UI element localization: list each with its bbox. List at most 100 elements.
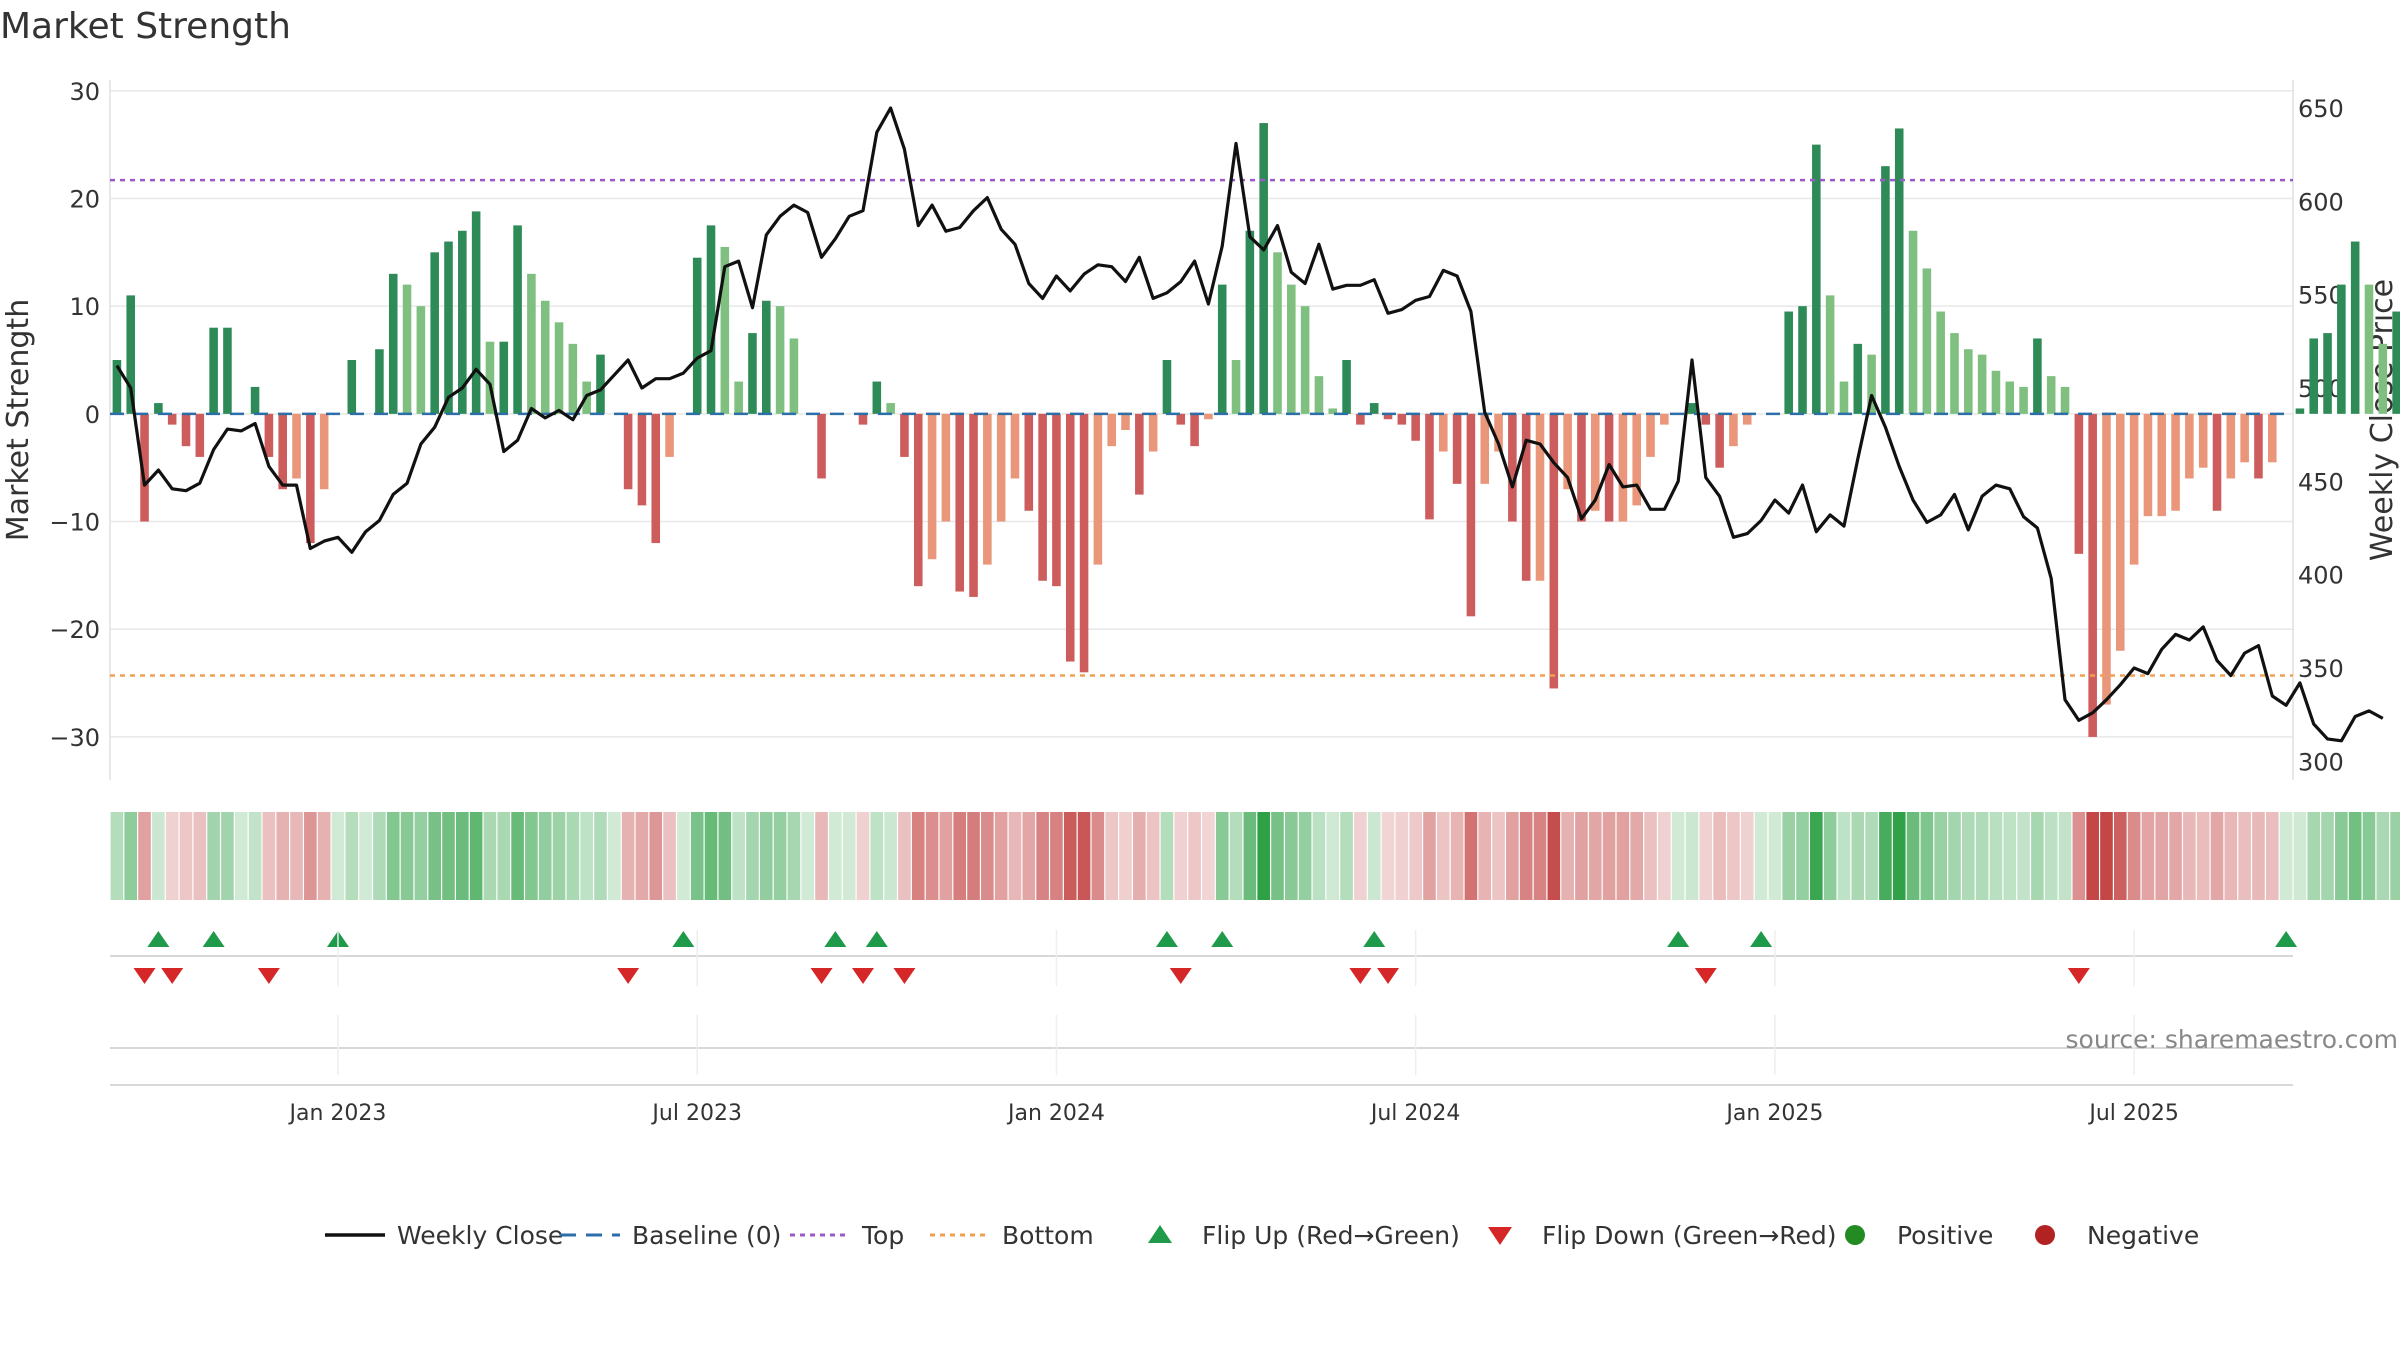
heat-strip-cell [1879, 812, 1892, 900]
legend-dot-icon [2035, 1225, 2055, 1245]
strength-bar [623, 413, 633, 490]
strength-bar [1646, 413, 1655, 457]
x-tick-label: Jul 2023 [650, 1101, 742, 1126]
source-credit: source: sharemaestro.com [2066, 1025, 2399, 1054]
strength-bar [568, 343, 578, 414]
strength-bar [1300, 306, 1310, 414]
left-y-tick-label: 20 [69, 185, 100, 213]
reference-lines [110, 178, 2293, 677]
heat-strip-cell [2265, 812, 2279, 900]
right-y-tick-label: 400 [2298, 562, 2344, 590]
heat-strip-cell [1906, 812, 1920, 900]
heat-strip-cell [2362, 812, 2376, 900]
heat-strip-cell [1036, 812, 1049, 900]
strength-bar [112, 360, 122, 414]
strength-bar [2295, 408, 2305, 414]
flip-down-marker [810, 968, 833, 984]
heat-strip-cell [248, 812, 262, 900]
strength-bar [1093, 413, 1103, 565]
strength-bar [596, 354, 605, 414]
strength-bar [209, 327, 218, 414]
heat-strip-cell [511, 812, 524, 900]
strength-bar [195, 413, 205, 457]
heat-strip-cell [304, 812, 317, 900]
legend-label: Top [861, 1221, 904, 1250]
heat-strip-cell [2031, 812, 2044, 900]
flip-down-marker [2067, 968, 2090, 984]
strength-bar [458, 230, 467, 414]
heat-strip-cell [1533, 812, 1547, 900]
heat-strip-cell [2196, 812, 2210, 900]
x-tick-label: Jan 2025 [1724, 1101, 1823, 1126]
heat-strip-cell [607, 812, 621, 900]
heat-strip-cell [1478, 812, 1492, 900]
strength-bar [665, 413, 674, 457]
strength-bar [2378, 343, 2388, 414]
strength-bar [1204, 413, 1213, 420]
heat-strip-cell [1063, 812, 1077, 900]
strength-bar [1977, 354, 1987, 414]
strength-bar [1148, 413, 1158, 452]
x-tick-label: Jan 2024 [1006, 1101, 1105, 1126]
heat-strip-cell [1160, 812, 1174, 900]
heat-strip-cell [2307, 812, 2321, 900]
heat-strip-cell [1865, 812, 1878, 900]
strength-bar [1342, 360, 1351, 414]
strength-heat-strip [110, 812, 2400, 900]
strength-bar [1521, 413, 1531, 581]
heat-strip-cell [2169, 812, 2182, 900]
strength-bar [2226, 413, 2236, 479]
strength-bar [761, 300, 771, 414]
heat-strip-cell [1050, 812, 1063, 900]
strength-bar [527, 273, 536, 414]
strength-bar [2102, 413, 2111, 705]
flip-up-marker [1750, 931, 1773, 947]
strength-bar [1273, 252, 1282, 414]
heat-strip-cell [373, 812, 386, 900]
heat-strip-cell [1450, 812, 1464, 900]
legend-triangle-up-icon [1148, 1225, 1172, 1243]
strength-bar [402, 284, 412, 414]
heat-strip-cell [856, 812, 870, 900]
heat-strip-cell [2224, 812, 2238, 900]
heat-strip-cell [1146, 812, 1160, 900]
left-y-tick-label: −10 [49, 509, 100, 537]
strength-bar [748, 333, 757, 414]
strength-bar [2309, 338, 2319, 414]
heat-strip-cell [262, 812, 276, 900]
left-y-tick-label: 30 [69, 78, 100, 106]
strength-bar [1217, 284, 1227, 414]
strength-bar [1356, 413, 1365, 425]
strength-bars [112, 123, 2400, 737]
heat-strip-cell [580, 812, 593, 900]
heat-strip-cell [234, 812, 248, 900]
strength-bar [1439, 413, 1448, 452]
heat-strip-cell [2127, 812, 2141, 900]
heat-strip-cell [428, 812, 441, 900]
heat-strip-cell [1436, 812, 1450, 900]
heat-strip-cell [538, 812, 552, 900]
heat-strip-cell [1934, 812, 1947, 900]
heat-strip-cell [290, 812, 303, 900]
heat-strip-cell [138, 812, 151, 900]
heat-strip-cell [2238, 812, 2251, 900]
strength-bar [2198, 413, 2208, 468]
heat-strip-cell [552, 812, 566, 900]
strength-bar [1922, 268, 1932, 414]
heat-strip-cell [152, 812, 165, 900]
strength-bar [154, 403, 163, 414]
heat-strip-cell [2279, 812, 2293, 900]
heat-strip-cell [1506, 812, 1519, 900]
strength-bar [1369, 403, 1379, 414]
strength-bar [2350, 241, 2360, 414]
flip-up-marker [147, 931, 170, 947]
heat-strip-cell [1561, 812, 1574, 900]
heat-strip-cell [1423, 812, 1436, 900]
flip-up-marker [202, 931, 225, 947]
left-y-tick-label: −30 [49, 724, 100, 752]
left-y-tick-label: 10 [69, 293, 100, 321]
strength-bar [1314, 376, 1324, 414]
heat-strip-cell [1754, 812, 1768, 900]
heat-strip-cell [1920, 812, 1934, 900]
heat-strip-cell [1575, 812, 1588, 900]
